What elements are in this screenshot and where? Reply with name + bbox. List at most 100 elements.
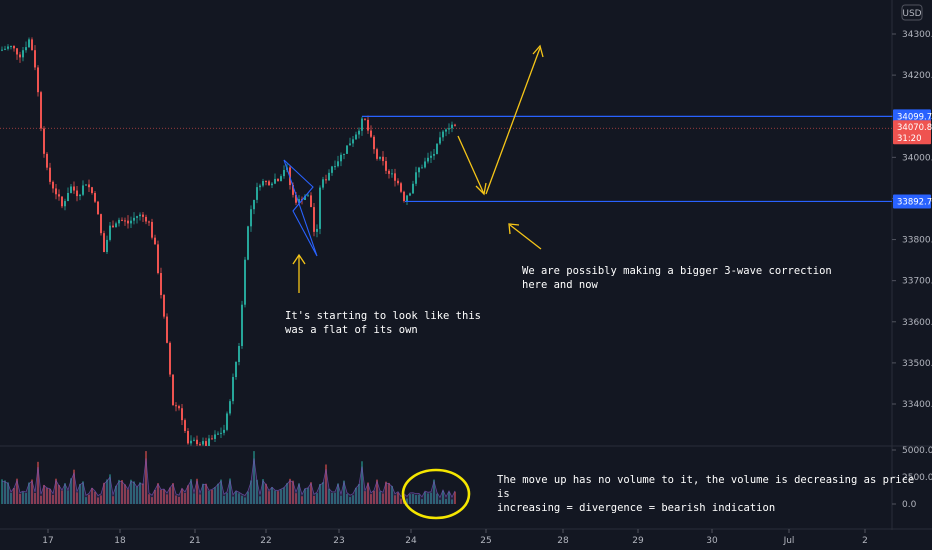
candle-body [346, 145, 348, 154]
volume-bar [79, 483, 81, 504]
candle-body [154, 237, 156, 245]
candle-body [271, 183, 273, 186]
volume-bar [274, 490, 276, 504]
candle-body [85, 184, 87, 186]
candle-body [388, 170, 390, 174]
volume-bar [106, 479, 108, 504]
volume-bar [430, 492, 432, 504]
candle-body [31, 39, 33, 51]
volume-bar [280, 489, 282, 504]
volume-bar [49, 488, 51, 504]
candle-body [262, 181, 264, 186]
candle-body [340, 154, 342, 162]
volume-bar [199, 494, 201, 504]
candle-body [238, 345, 240, 362]
volume-bar [148, 494, 150, 504]
wave-projection-arrows[interactable] [457, 44, 544, 196]
volume-bar [109, 474, 111, 504]
volume-bar [424, 492, 426, 504]
candle-body [100, 214, 102, 234]
candle-body [46, 153, 48, 168]
candle-body [220, 432, 222, 434]
volume-bar [169, 487, 171, 504]
volume-bar [346, 493, 348, 504]
candle-body [202, 441, 204, 445]
candle-body [178, 406, 180, 409]
candle-body [403, 191, 405, 202]
currency-label[interactable]: USD [902, 9, 921, 19]
volume-bar [22, 492, 24, 504]
volume-bar [442, 490, 444, 504]
candle-body [76, 190, 78, 197]
volume-bar [202, 483, 204, 504]
volume-bar [58, 485, 60, 504]
candle-body [79, 194, 81, 197]
candle-body [61, 196, 63, 207]
candle-body [184, 420, 186, 431]
volume-bar [136, 486, 138, 504]
volume-bar [184, 493, 186, 504]
volume-bar [64, 483, 66, 504]
volume-bar [427, 493, 429, 504]
volume-bar [289, 478, 291, 504]
volume-bar [115, 485, 117, 504]
flat-pointer-arrow [292, 253, 306, 293]
candle-body [274, 178, 276, 184]
y-tick-label: 33600.0 [902, 318, 932, 328]
candle-body [121, 219, 123, 221]
candle-body [52, 181, 54, 189]
candle-body [439, 137, 441, 144]
volume-bar [31, 479, 33, 504]
y-tick-label: 33500.0 [902, 359, 932, 369]
candle-body [280, 176, 282, 181]
x-tick-label: 17 [42, 536, 53, 546]
candle-body [355, 134, 357, 140]
volume-bar [436, 493, 438, 504]
candle-body [322, 179, 324, 188]
last-price-tag-text: 31:20 [897, 134, 922, 144]
candle-body [241, 304, 243, 346]
support-pointer-arrow [508, 223, 542, 250]
volume-bar [82, 481, 84, 504]
candle-body [256, 187, 258, 200]
volume-bar [70, 478, 72, 504]
volume-bar [400, 498, 402, 504]
candle-body [397, 180, 399, 184]
volume-annotation: The move up has no volume to it, the vol… [497, 474, 915, 514]
candle-body [247, 226, 249, 260]
volume-bar [382, 493, 384, 504]
x-tick-label: 25 [480, 536, 491, 546]
volume-bar [247, 491, 249, 504]
volume-bar [154, 489, 156, 504]
volume-bar [295, 493, 297, 504]
volume-bar [271, 487, 273, 504]
volume-bar [340, 495, 342, 504]
flat-pattern-triangle[interactable] [283, 159, 318, 257]
candle-body [4, 48, 6, 50]
candle-body [298, 199, 300, 203]
candle-body [415, 172, 417, 184]
volume-bar [181, 488, 183, 504]
volume-bar [328, 488, 330, 504]
candle-body [376, 149, 378, 159]
last-price-tag-text: 34070.8 [897, 123, 932, 133]
volume-bar [121, 480, 123, 504]
candle-body [64, 201, 66, 207]
volume-highlight-circle[interactable] [401, 468, 471, 520]
candle-body [190, 440, 192, 444]
volume-bar [124, 484, 126, 504]
volume-tick-label: 5000.0 [902, 446, 932, 456]
candle-body [136, 216, 138, 218]
volume-bar [193, 493, 195, 504]
volume-bar [253, 451, 255, 504]
candle-body [115, 223, 117, 228]
volume-bar [367, 482, 369, 504]
candle-body [232, 377, 234, 402]
volume-bar [187, 485, 189, 504]
volume-bar [10, 492, 12, 504]
candle-body [19, 54, 21, 58]
volume-bar [4, 480, 6, 504]
candle-body [367, 119, 369, 131]
